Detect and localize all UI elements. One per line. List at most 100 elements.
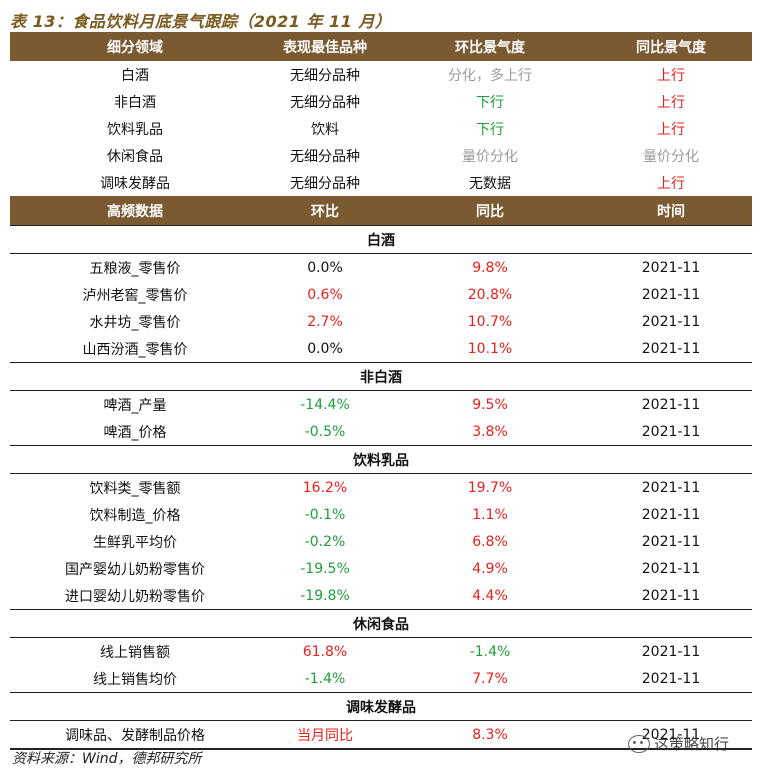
- tracking-table: 细分领域 表现最佳品种 环比景气度 同比景气度 白酒 无细分品种 分化，多上行 上行非…: [10, 32, 752, 750]
- mom-value-cell: 2.7%: [307, 313, 343, 330]
- time-cell: 2021-11: [641, 396, 701, 413]
- yoy-value-cell: 9.5%: [472, 396, 508, 413]
- data-row: 啤酒_产量 -14.4% 9.5% 2021-11: [10, 391, 752, 418]
- segment-cell: 休闲食品: [107, 148, 163, 165]
- time-cell: 2021-11: [641, 560, 701, 577]
- time-cell: 2021-11: [641, 340, 701, 357]
- time-cell: 2021-11: [641, 423, 701, 440]
- header-yoy: 同比景气度: [636, 39, 706, 56]
- mom-value-cell: -0.5%: [304, 423, 346, 440]
- mom-value-cell: -14.4%: [300, 396, 350, 413]
- item-cell: 调味品、发酵制品价格: [65, 727, 205, 744]
- watermark: 这策略知行: [628, 733, 729, 754]
- yoy-value-cell: 19.7%: [467, 479, 513, 496]
- section-header: 调味发酵品: [10, 692, 752, 721]
- time-cell: 2021-11: [641, 479, 701, 496]
- time-cell: 2021-11: [641, 259, 701, 276]
- summary-row: 饮料乳品 饮料 下行 上行: [10, 115, 752, 142]
- mom-trend-cell: 无数据: [469, 175, 511, 192]
- mom-value-cell: 当月同比: [297, 727, 353, 744]
- summary-row: 白酒 无细分品种 分化，多上行 上行: [10, 61, 752, 88]
- item-cell: 国产婴幼儿奶粉零售价: [65, 561, 205, 578]
- mom-value-cell: 0.6%: [307, 286, 343, 303]
- header-hf-mom: 环比: [311, 203, 339, 220]
- item-cell: 饮料制造_价格: [89, 507, 181, 524]
- segment-cell: 调味发酵品: [100, 175, 170, 192]
- section-header: 非白酒: [10, 362, 752, 391]
- data-row: 山西汾酒_零售价 0.0% 10.1% 2021-11: [10, 335, 752, 362]
- best-cell: 饮料: [311, 121, 339, 138]
- mom-trend-cell: 下行: [476, 121, 504, 138]
- section-title: 非白酒: [360, 369, 402, 386]
- hf-body: 白酒五粮液_零售价 0.0% 9.8% 2021-11 泸州老窖_零售价 0.6% 20.8…: [10, 225, 752, 750]
- header-hf-yoy: 同比: [476, 203, 504, 220]
- segment-cell: 饮料乳品: [107, 121, 163, 138]
- item-cell: 啤酒_价格: [103, 424, 167, 441]
- item-cell: 线上销售均价: [93, 671, 177, 688]
- header-item: 高频数据: [107, 203, 163, 220]
- time-cell: 2021-11: [641, 643, 701, 660]
- segment-cell: 非白酒: [114, 94, 156, 111]
- best-cell: 无细分品种: [290, 175, 360, 192]
- yoy-value-cell: -1.4%: [469, 643, 511, 660]
- data-row: 线上销售额 61.8% -1.4% 2021-11: [10, 638, 752, 665]
- mom-trend-cell: 量价分化: [462, 148, 518, 165]
- yoy-value-cell: 20.8%: [467, 286, 513, 303]
- yoy-trend-cell: 上行: [657, 67, 685, 84]
- data-row: 线上销售均价 -1.4% 7.7% 2021-11: [10, 665, 752, 692]
- yoy-value-cell: 10.1%: [467, 340, 513, 357]
- yoy-value-cell: 10.7%: [467, 313, 513, 330]
- section-header: 饮料乳品: [10, 445, 752, 474]
- yoy-trend-cell: 上行: [657, 94, 685, 111]
- data-row: 调味品、发酵制品价格 当月同比 8.3% 2021-11: [10, 721, 752, 750]
- summary-body: 白酒 无细分品种 分化，多上行 上行 非白酒 无细分品种 下行 上行 饮料乳品 饮料 下行 上行 休闲食…: [10, 61, 752, 196]
- summary-row: 非白酒 无细分品种 下行 上行: [10, 88, 752, 115]
- best-cell: 无细分品种: [290, 148, 360, 165]
- yoy-value-cell: 4.4%: [472, 587, 508, 604]
- data-row: 国产婴幼儿奶粉零售价 -19.5% 4.9% 2021-11: [10, 555, 752, 582]
- mom-value-cell: -19.5%: [300, 560, 350, 577]
- mom-value-cell: -0.1%: [304, 506, 346, 523]
- item-cell: 饮料类_零售额: [89, 480, 181, 497]
- time-cell: 2021-11: [641, 286, 701, 303]
- table-title: 表 13：食品饮料月底景气跟踪（2021 年 11 月）: [10, 12, 392, 31]
- mom-value-cell: -1.4%: [304, 670, 346, 687]
- section-header: 休闲食品: [10, 609, 752, 638]
- yoy-value-cell: 9.8%: [472, 259, 508, 276]
- mom-value-cell: 0.0%: [307, 340, 343, 357]
- yoy-value-cell: 1.1%: [472, 506, 508, 523]
- yoy-trend-cell: 上行: [657, 175, 685, 192]
- time-cell: 2021-11: [641, 670, 701, 687]
- data-row: 泸州老窖_零售价 0.6% 20.8% 2021-11: [10, 281, 752, 308]
- item-cell: 啤酒_产量: [103, 397, 167, 414]
- summary-row: 调味发酵品 无细分品种 无数据 上行: [10, 169, 752, 196]
- hf-header-row: 高频数据 环比 同比 时间: [10, 196, 752, 225]
- summary-header-row: 细分领域 表现最佳品种 环比景气度 同比景气度: [10, 32, 752, 61]
- segment-cell: 白酒: [121, 67, 149, 84]
- section-title: 白酒: [367, 232, 395, 249]
- yoy-value-cell: 7.7%: [472, 670, 508, 687]
- header-best: 表现最佳品种: [283, 39, 367, 56]
- item-cell: 生鲜乳平均价: [93, 534, 177, 551]
- item-cell: 泸州老窖_零售价: [82, 287, 188, 304]
- section-title: 饮料乳品: [353, 452, 409, 469]
- data-row: 进口婴幼儿奶粉零售价 -19.8% 4.4% 2021-11: [10, 582, 752, 609]
- yoy-value-cell: 4.9%: [472, 560, 508, 577]
- yoy-value-cell: 8.3%: [472, 726, 508, 743]
- best-cell: 无细分品种: [290, 67, 360, 84]
- yoy-value-cell: 6.8%: [472, 533, 508, 550]
- header-time: 时间: [657, 203, 685, 220]
- mom-value-cell: -19.8%: [300, 587, 350, 604]
- item-cell: 水井坊_零售价: [89, 314, 181, 331]
- source-note: 资料来源：Wind，德邦研究所: [12, 751, 202, 767]
- yoy-trend-cell: 量价分化: [643, 148, 699, 165]
- item-cell: 五粮液_零售价: [89, 260, 181, 277]
- time-cell: 2021-11: [641, 587, 701, 604]
- wechat-icon: [628, 734, 650, 753]
- yoy-trend-cell: 上行: [657, 121, 685, 138]
- mom-value-cell: -0.2%: [304, 533, 346, 550]
- data-row: 啤酒_价格 -0.5% 3.8% 2021-11: [10, 418, 752, 445]
- mom-value-cell: 0.0%: [307, 259, 343, 276]
- mom-value-cell: 61.8%: [302, 643, 348, 660]
- mom-trend-cell: 分化，多上行: [448, 67, 532, 84]
